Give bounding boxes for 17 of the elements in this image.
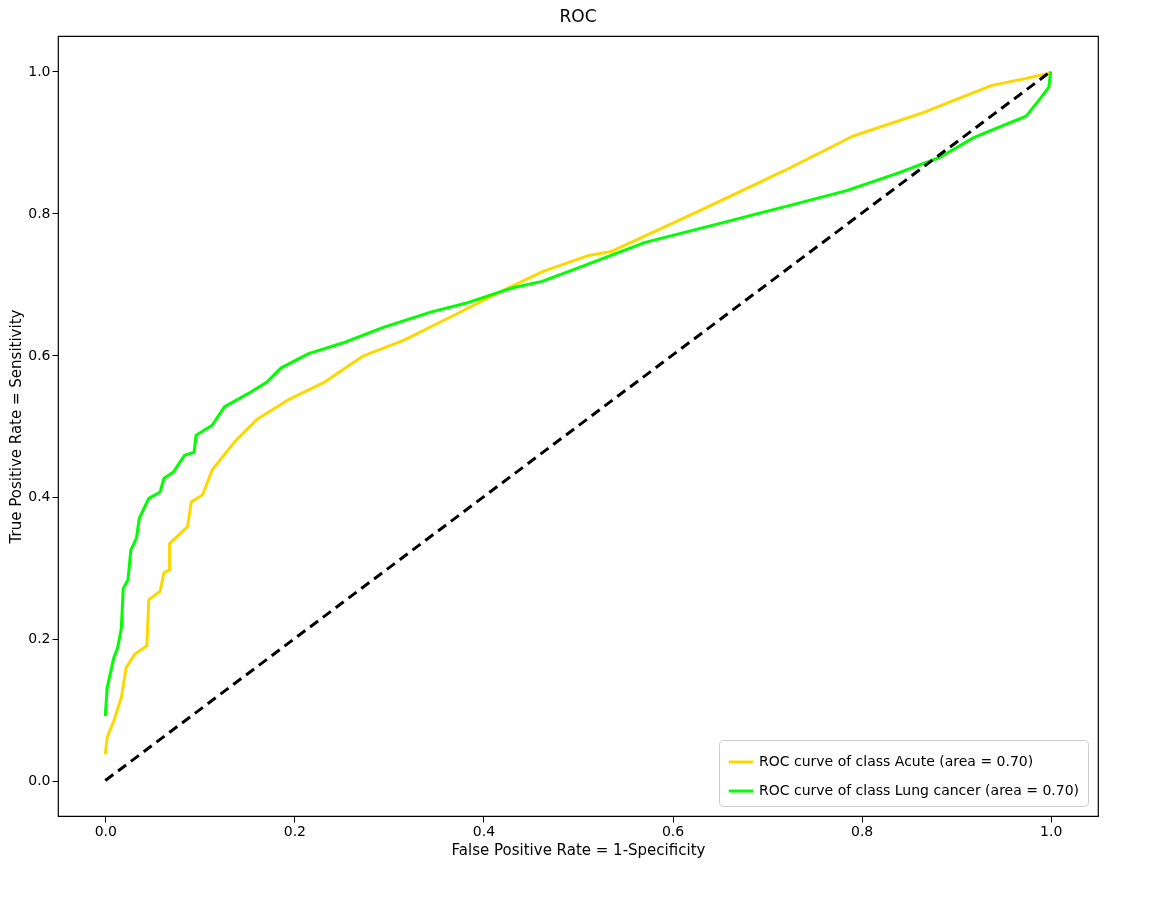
x-tick-label: 0.8	[851, 822, 874, 839]
legend-label: ROC curve of class Lung cancer (area = 0.70)	[759, 782, 1080, 798]
y-tick-label: 0.8	[28, 204, 51, 221]
x-tick-label: 1.0	[1040, 822, 1063, 839]
y-tick-label: 1.0	[28, 62, 51, 79]
y-tick-label: 0.4	[28, 488, 51, 505]
y-tick-label: 0.0	[28, 772, 51, 789]
x-tick-label: 0.4	[472, 822, 496, 839]
x-tick-label: 0.0	[94, 822, 117, 839]
legend-label: ROC curve of class Acute (area = 0.70)	[759, 753, 1034, 769]
x-axis-title: False Positive Rate = 1-Specificity	[451, 840, 706, 859]
chart-title: ROC	[559, 6, 597, 26]
x-tick-label: 0.6	[661, 822, 685, 839]
y-axis-title: True Positive Rate = Sensitivity	[7, 309, 26, 545]
y-tick-label: 0.6	[28, 346, 51, 363]
x-tick-label: 0.2	[283, 822, 306, 839]
y-tick-label: 0.2	[28, 630, 51, 647]
